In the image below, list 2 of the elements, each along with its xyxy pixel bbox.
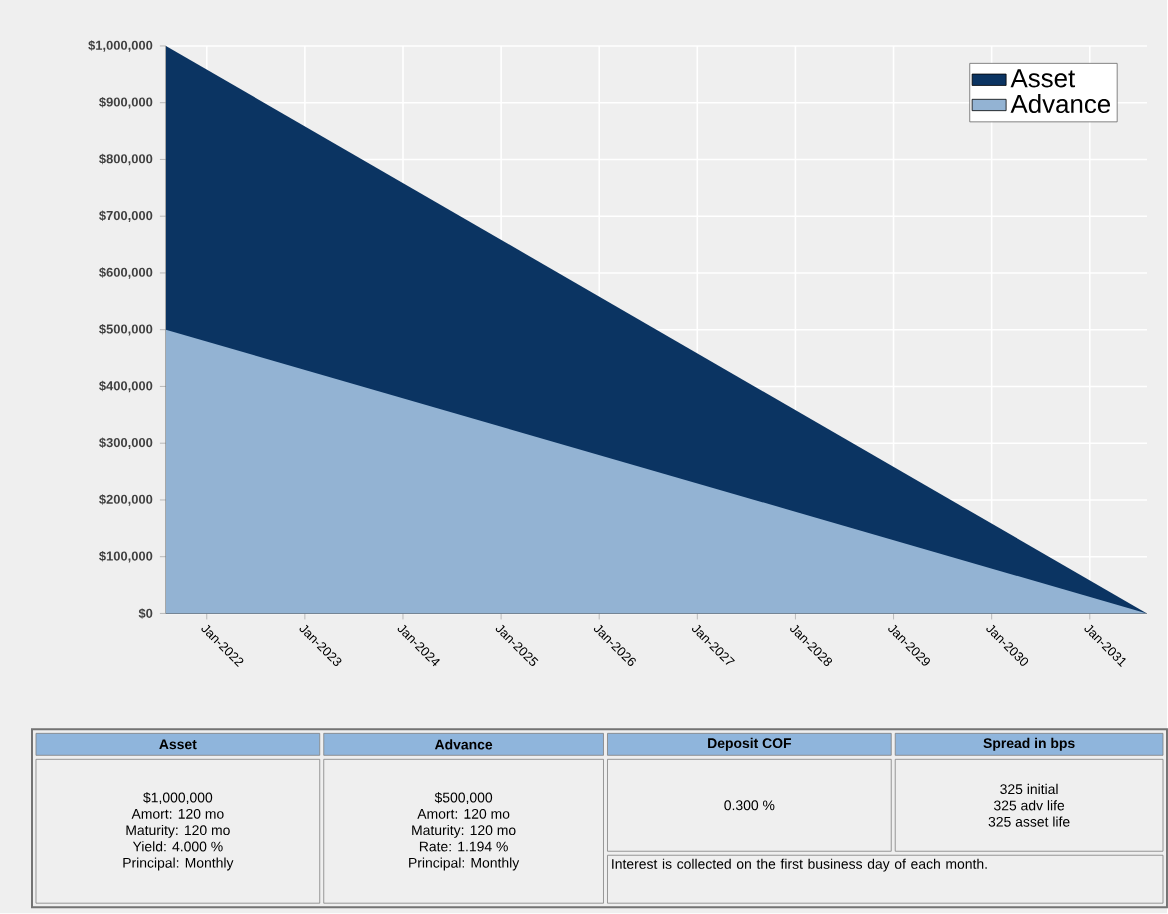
legend-label: Asset: [1010, 69, 1076, 88]
legend-label: Advance: [1010, 94, 1111, 114]
